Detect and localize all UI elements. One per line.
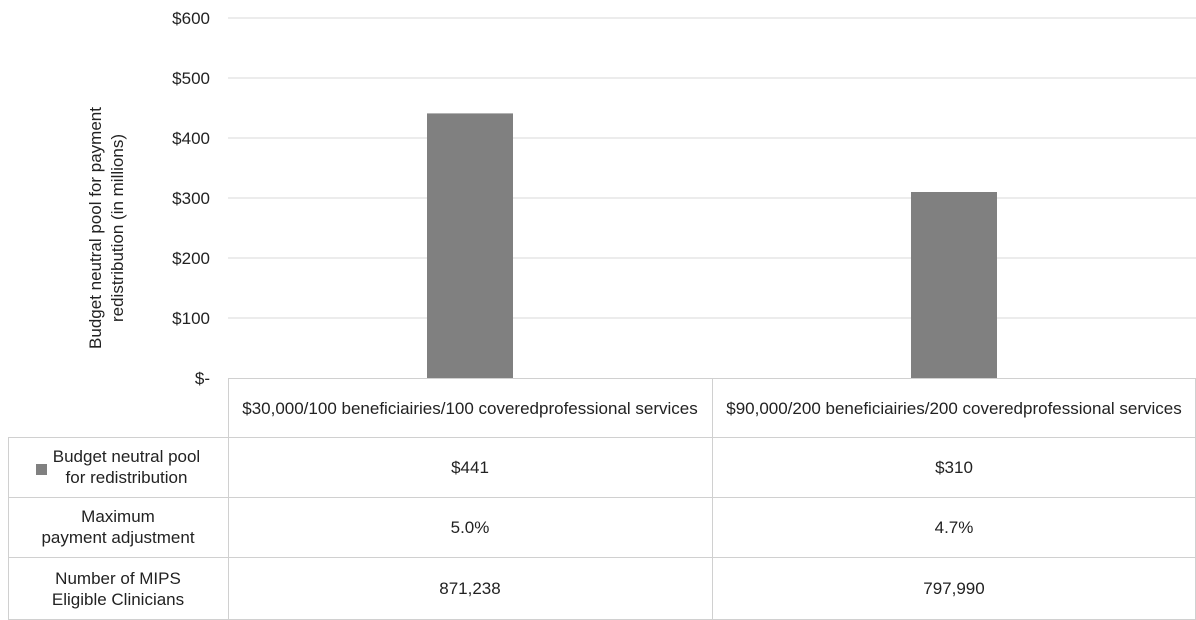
text-line: Number of MIPS — [55, 568, 181, 588]
y-axis-title-line: redistribution (in millions) — [108, 134, 127, 322]
text-line: Maximum — [81, 507, 155, 526]
table-cell: 871,238 — [439, 579, 501, 598]
text-line: professional services — [539, 398, 698, 418]
table-cell: 797,990 — [923, 579, 985, 598]
y-tick-label: $600 — [172, 9, 210, 28]
legend-swatch — [35, 464, 47, 475]
table-cell: 4.7% — [934, 517, 974, 537]
table-cell: $310 — [935, 457, 973, 477]
data-table-borders — [8, 378, 1196, 620]
x-tick-label: $30,000/100 beneficiairies/100 covered pr… — [228, 379, 712, 437]
y-tick-label: $200 — [172, 249, 210, 268]
text-line: professional services — [1023, 398, 1182, 418]
text-line: Eligible Clinicians — [51, 589, 185, 609]
y-tick-label: $500 — [172, 69, 210, 88]
table-cell: $441 — [451, 457, 489, 477]
text-line: for redistribution — [65, 468, 188, 487]
y-tick-label: $- — [195, 369, 210, 388]
text-line: payment adjustment — [41, 528, 195, 547]
row-label-text: Budget neutral pool for redistribution — [53, 446, 200, 488]
gridlines — [228, 17, 1196, 319]
y-tick-label: $400 — [172, 129, 210, 148]
row-label-text: Number of MIPS Eligible Clinicians — [52, 568, 184, 610]
row-label-text: Maximum payment adjustment — [41, 506, 194, 548]
legend-row-label: Budget neutral pool for redistribution — [8, 437, 228, 497]
y-tick-label: $300 — [172, 189, 210, 208]
row-label: Number of MIPS Eligible Clinicians — [8, 557, 228, 620]
y-axis-ticks: $- $100 $200 $300 $400 $500 $600 — [172, 9, 210, 388]
text-line: Budget neutral pool — [52, 447, 201, 466]
row-label: Maximum payment adjustment — [8, 497, 228, 557]
text-line: $90,000/200 beneficiairies/200 covered — [726, 398, 1024, 418]
y-tick-label: $100 — [172, 309, 210, 328]
bars — [427, 113, 997, 379]
y-axis-title-line: Budget neutral pool for payment — [86, 107, 105, 349]
text-line: $30,000/100 beneficiairies/100 covered — [242, 398, 540, 418]
bar — [427, 113, 513, 379]
y-axis-label: Budget neutral pool for payment redistrib… — [86, 107, 127, 349]
x-tick-label: $90,000/200 beneficiairies/200 covered pr… — [712, 379, 1196, 437]
table-cell: 5.0% — [450, 517, 490, 537]
bar — [911, 192, 997, 378]
